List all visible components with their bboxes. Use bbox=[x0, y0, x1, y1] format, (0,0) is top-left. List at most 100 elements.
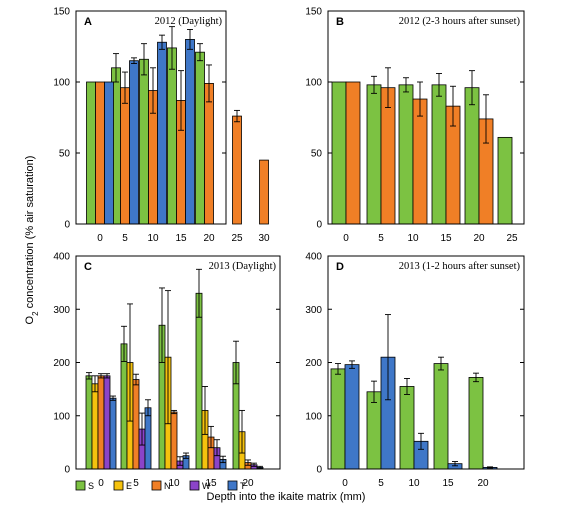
bar-a-t-1 bbox=[129, 60, 139, 225]
x-tick-label: 0 bbox=[343, 233, 349, 244]
legend-swatch-w bbox=[189, 480, 200, 491]
plot-frame bbox=[327, 255, 525, 470]
panel-a: 0 50 100 150 0 5 10 15 20 25 30 A 2012 (Daylight) bbox=[53, 7, 270, 245]
bar-b-s-4 bbox=[464, 87, 480, 225]
x-tick-label: 15 bbox=[442, 478, 454, 489]
legend-label-t: T bbox=[240, 481, 246, 491]
y-axis-title: O2 concentration (% air saturation) bbox=[24, 156, 40, 325]
bar-b-s-5 bbox=[497, 136, 513, 225]
legend-swatch-t bbox=[227, 480, 238, 491]
panel-b: 0 50 100 150 0 5 10 15 20 25 B 2012 (2-3 hours afte… bbox=[305, 7, 525, 244]
x-axis-title: Depth into the ikaite matrix (mm) bbox=[207, 491, 366, 503]
bar-b-s-2 bbox=[398, 84, 414, 225]
bar-a-s-2 bbox=[139, 58, 149, 225]
x-tick-label: 20 bbox=[203, 233, 215, 244]
panel-letter: B bbox=[336, 16, 344, 28]
y-tick-label: 100 bbox=[305, 411, 322, 422]
bar-c-t-1 bbox=[144, 407, 152, 470]
x-tick-label: 10 bbox=[168, 478, 180, 489]
bar-a-s-0 bbox=[86, 81, 96, 225]
bar-d-t-0 bbox=[344, 364, 360, 470]
legend-label-s: S bbox=[88, 481, 94, 491]
y-tick-label: 0 bbox=[64, 220, 70, 231]
y-tick-label: 0 bbox=[316, 220, 322, 231]
panel-title: 2012 (Daylight) bbox=[155, 16, 223, 27]
bar-d-s-3 bbox=[433, 363, 449, 470]
x-tick-label: 10 bbox=[407, 233, 419, 244]
y-tick-label: 100 bbox=[53, 411, 70, 422]
x-tick-label: 0 bbox=[98, 478, 104, 489]
panel-title: 2012 (2-3 hours after sunset) bbox=[399, 16, 521, 27]
y-tick-label: 150 bbox=[53, 7, 70, 18]
x-tick-label: 15 bbox=[440, 233, 452, 244]
plot-frame bbox=[75, 255, 281, 470]
x-tick-label: 30 bbox=[258, 233, 270, 244]
bar-b-n-2 bbox=[412, 98, 428, 225]
bar-a-n-6 bbox=[259, 159, 269, 225]
bar-c-e-0 bbox=[91, 383, 99, 470]
x-tick-label: 25 bbox=[231, 233, 243, 244]
panel-c: 0 100 200 300 400 0 5 10 15 20 C 2013 (Daylight) bbox=[53, 252, 281, 489]
x-tick-label: 20 bbox=[242, 478, 254, 489]
bar-b-s-1 bbox=[366, 84, 382, 225]
bar-c-w-0 bbox=[103, 375, 111, 470]
bar-a-n-1 bbox=[120, 87, 130, 225]
plot-frame bbox=[75, 10, 227, 225]
y-tick-label: 0 bbox=[316, 465, 322, 476]
bar-b-n-1 bbox=[380, 87, 396, 225]
bar-c-n-2 bbox=[170, 411, 178, 470]
legend-swatch-e bbox=[113, 480, 124, 491]
x-tick-label: 0 bbox=[342, 478, 348, 489]
x-tick-label: 5 bbox=[133, 478, 139, 489]
bar-c-n-1 bbox=[132, 379, 140, 470]
bar-b-n-0 bbox=[345, 81, 361, 225]
bar-c-n-0 bbox=[97, 375, 105, 470]
panel-letter: D bbox=[336, 261, 344, 273]
y-tick-label: 100 bbox=[305, 78, 322, 89]
bar-a-t-3 bbox=[185, 39, 195, 225]
y-tick-label: 150 bbox=[305, 7, 322, 18]
legend-label-w: W bbox=[202, 481, 211, 491]
x-tick-label: 10 bbox=[408, 478, 420, 489]
bar-a-s-3 bbox=[167, 47, 177, 225]
panel-d: 0 100 200 300 400 0 5 10 15 20 D 2013 (1-2 hours af… bbox=[305, 252, 525, 489]
y-tick-label: 200 bbox=[305, 358, 322, 369]
y-tick-label: 400 bbox=[53, 252, 70, 263]
x-tick-label: 20 bbox=[473, 233, 485, 244]
y-tick-label: 400 bbox=[305, 252, 322, 263]
x-tick-label: 15 bbox=[205, 478, 217, 489]
bar-d-s-0 bbox=[330, 368, 346, 470]
bar-b-s-0 bbox=[331, 81, 347, 225]
x-tick-label: 0 bbox=[97, 233, 103, 244]
plot-frame bbox=[327, 10, 525, 225]
y-tick-label: 300 bbox=[305, 305, 322, 316]
panel-title: 2013 (1-2 hours after sunset) bbox=[399, 261, 521, 272]
panel-title: 2013 (Daylight) bbox=[209, 261, 277, 272]
bar-a-s-4 bbox=[195, 51, 205, 225]
bar-a-t-0 bbox=[104, 81, 114, 225]
bar-d-s-4 bbox=[468, 377, 484, 470]
y-tick-label: 50 bbox=[311, 149, 323, 160]
bar-b-s-3 bbox=[431, 84, 447, 225]
legend-swatch-s bbox=[75, 480, 86, 491]
bar-a-t-2 bbox=[157, 41, 167, 225]
x-tick-label: 25 bbox=[506, 233, 518, 244]
x-tick-label: 10 bbox=[147, 233, 159, 244]
x-tick-label: 15 bbox=[175, 233, 187, 244]
bar-d-s-1 bbox=[366, 391, 382, 470]
bar-c-s-3 bbox=[195, 292, 203, 470]
x-tick-label: 5 bbox=[378, 478, 384, 489]
bar-c-t-0 bbox=[109, 397, 117, 470]
bar-a-n-5 bbox=[232, 115, 242, 225]
bar-c-s-0 bbox=[85, 375, 93, 470]
y-tick-label: 50 bbox=[59, 149, 71, 160]
bar-c-s-1 bbox=[120, 343, 128, 470]
y-tick-label: 300 bbox=[53, 305, 70, 316]
bar-a-n-4 bbox=[204, 83, 214, 225]
panel-letter: C bbox=[84, 261, 92, 273]
bar-d-s-2 bbox=[399, 386, 415, 470]
legend-swatch-n bbox=[151, 480, 162, 491]
